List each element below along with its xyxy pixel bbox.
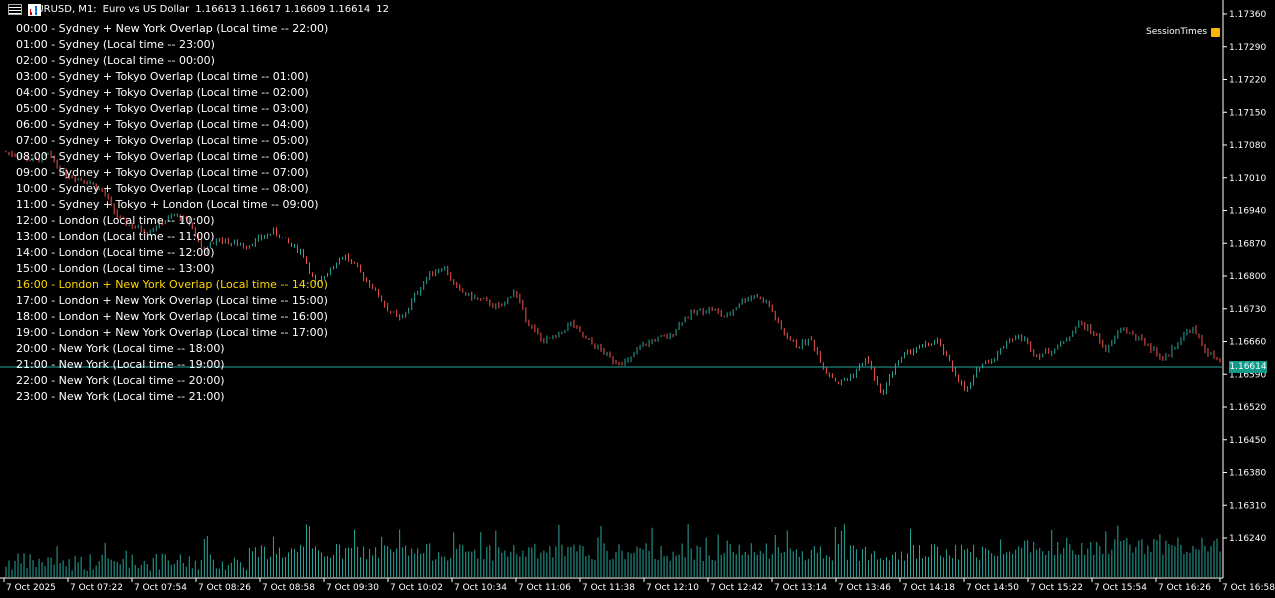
- session-row: 17:00 - London + New York Overlap (Local…: [16, 294, 328, 307]
- price-tick-label: 1.17010: [1229, 174, 1266, 184]
- session-row: 16:00 - London + New York Overlap (Local…: [16, 278, 328, 291]
- price-tick-label: 1.16450: [1229, 436, 1266, 446]
- time-tick-label: 7 Oct 10:34: [454, 583, 507, 593]
- session-row: 00:00 - Sydney + New York Overlap (Local…: [16, 22, 329, 35]
- session-row: 09:00 - Sydney + Tokyo Overlap (Local ti…: [16, 166, 309, 179]
- session-row: 13:00 - London (Local time -- 11:00): [16, 230, 215, 243]
- session-row: 05:00 - Sydney + Tokyo Overlap (Local ti…: [16, 102, 309, 115]
- time-tick-label: 7 Oct 10:02: [390, 583, 443, 593]
- session-row: 07:00 - Sydney + Tokyo Overlap (Local ti…: [16, 134, 309, 147]
- current-price-tag: 1.16614: [1229, 361, 1267, 373]
- indicator-name: SessionTimes: [1146, 27, 1208, 37]
- price-tick-label: 1.16240: [1229, 534, 1266, 544]
- time-tick-label: 7 Oct 13:46: [838, 583, 891, 593]
- time-tick-label: 7 Oct 09:30: [326, 583, 379, 593]
- chart-grid-icon[interactable]: [8, 4, 22, 15]
- time-tick-label: 7 Oct 16:26: [1158, 583, 1211, 593]
- price-tick-label: 1.16380: [1229, 469, 1266, 479]
- time-tick-label: 7 Oct 16:58: [1222, 583, 1275, 593]
- time-tick-label: 7 Oct 07:22: [70, 583, 123, 593]
- session-row: 08:00 - Sydney + Tokyo Overlap (Local ti…: [16, 150, 309, 163]
- time-tick-label: 7 Oct 2025: [6, 583, 56, 593]
- session-row: 21:00 - New York (Local time -- 19:00): [16, 358, 225, 371]
- price-axis[interactable]: 1.17360 1.17290 1.17220 1.17150 1.17080 1.170…: [1223, 10, 1266, 544]
- price-tick-label: 1.17150: [1229, 108, 1266, 118]
- time-tick-label: 7 Oct 11:06: [518, 583, 571, 593]
- session-row: 19:00 - London + New York Overlap (Local…: [16, 326, 328, 339]
- symbol-label: EURUSD, M1:: [30, 4, 97, 15]
- session-row: 04:00 - Sydney + Tokyo Overlap (Local ti…: [16, 86, 309, 99]
- price-tick-label: 1.16730: [1229, 305, 1266, 315]
- price-tick-label: 1.16660: [1229, 338, 1266, 348]
- time-tick-label: 7 Oct 08:26: [198, 583, 251, 593]
- price-tick-label: 1.16940: [1229, 207, 1266, 217]
- session-row: 23:00 - New York (Local time -- 21:00): [16, 390, 225, 403]
- session-row: 11:00 - Sydney + Tokyo + London (Local t…: [16, 198, 319, 211]
- session-row: 06:00 - Sydney + Tokyo Overlap (Local ti…: [16, 118, 309, 131]
- time-tick-label: 7 Oct 08:58: [262, 583, 315, 593]
- session-row: 01:00 - Sydney (Local time -- 23:00): [16, 38, 215, 51]
- ohlc-values: 1.16613 1.16617 1.16609 1.16614: [195, 4, 371, 15]
- session-times-list: 00:00 - Sydney + New York Overlap (Local…: [16, 21, 328, 405]
- price-tick-label: 1.17360: [1229, 10, 1266, 20]
- time-tick-label: 7 Oct 13:14: [774, 583, 827, 593]
- candle-series: [5, 150, 1221, 395]
- chart-bars-icon[interactable]: [28, 4, 41, 16]
- time-tick-label: 7 Oct 07:54: [134, 583, 187, 593]
- session-row: 14:00 - London (Local time -- 12:00): [16, 246, 215, 259]
- price-tick-label: 1.17290: [1229, 43, 1266, 53]
- volume-series: [5, 524, 1221, 577]
- price-tick-label: 1.16520: [1229, 403, 1266, 413]
- session-row: 20:00 - New York (Local time -- 18:00): [16, 342, 225, 355]
- session-row: 18:00 - London + New York Overlap (Local…: [16, 310, 328, 323]
- time-tick-label: 7 Oct 15:22: [1030, 583, 1083, 593]
- session-row: 03:00 - Sydney + Tokyo Overlap (Local ti…: [16, 70, 309, 83]
- time-tick-label: 7 Oct 12:42: [710, 583, 763, 593]
- time-tick-label: 7 Oct 11:38: [582, 583, 635, 593]
- chart-window-icons: [8, 4, 41, 16]
- price-tick-label: 1.16310: [1229, 501, 1266, 511]
- session-row: 12:00 - London (Local time -- 10:00): [16, 214, 215, 227]
- price-tick-label: 1.16800: [1229, 272, 1266, 282]
- price-tick-label: 1.16870: [1229, 239, 1266, 249]
- price-tick-label: 1.17220: [1229, 76, 1266, 86]
- time-tick-label: 7 Oct 14:18: [902, 583, 955, 593]
- price-tick-label: 1.17080: [1229, 141, 1266, 151]
- time-axis[interactable]: 7 Oct 2025 7 Oct 07:22 7 Oct 07:54 7 Oct 08…: [3, 578, 1275, 593]
- session-row: 02:00 - Sydney (Local time -- 00:00): [16, 54, 215, 67]
- price-tick-label: 1.16590: [1229, 370, 1266, 380]
- time-tick-label: 7 Oct 12:10: [646, 583, 699, 593]
- chart-header: EURUSD, M1: Euro vs US Dollar 1.16613 1.…: [30, 4, 389, 15]
- session-row: 15:00 - London (Local time -- 13:00): [16, 262, 215, 275]
- symbol-description: Euro vs US Dollar: [102, 4, 190, 15]
- indicator-label[interactable]: SessionTimes: [1146, 27, 1221, 37]
- session-row: 22:00 - New York (Local time -- 20:00): [16, 374, 225, 387]
- session-row: 10:00 - Sydney + Tokyo Overlap (Local ti…: [16, 182, 309, 195]
- indicator-icon[interactable]: [1211, 27, 1221, 37]
- tick-volume: 12: [376, 4, 389, 15]
- time-tick-label: 7 Oct 14:50: [966, 583, 1019, 593]
- time-tick-label: 7 Oct 15:54: [1094, 583, 1147, 593]
